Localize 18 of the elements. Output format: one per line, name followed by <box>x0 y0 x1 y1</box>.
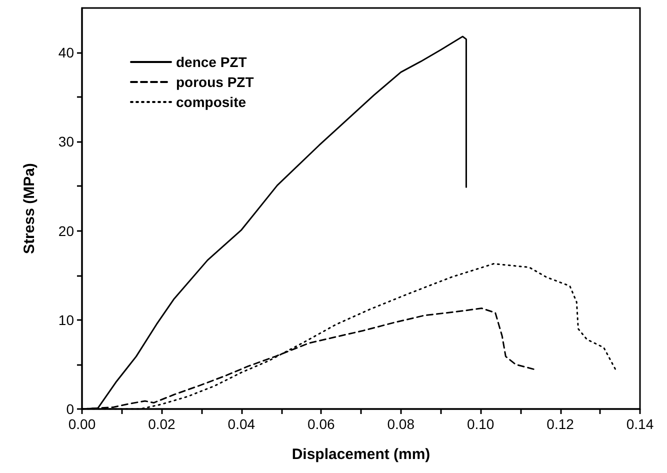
legend-label: dence PZT <box>176 54 248 70</box>
x-tick-label: 0.14 <box>626 416 654 432</box>
y-axis-title: Stress (MPa) <box>21 163 38 254</box>
y-tick-label: 40 <box>58 44 74 61</box>
y-tick-label: 30 <box>58 134 74 150</box>
x-tick-label: 0.12 <box>546 416 574 432</box>
y-tick-label: 20 <box>58 222 74 239</box>
x-tick-label: 0.06 <box>308 416 335 432</box>
x-tick-label: 0.08 <box>387 416 415 432</box>
x-tick-label: 0.04 <box>228 416 256 432</box>
x-tick-label: 0.10 <box>466 416 494 432</box>
x-tick-label: 0.02 <box>148 416 176 432</box>
x-tick-label: 0.00 <box>68 416 96 432</box>
y-tick-label: 10 <box>58 312 74 328</box>
legend-label: composite <box>176 94 246 110</box>
x-axis-title: Displacement (mm) <box>292 446 430 463</box>
legend-label: porous PZT <box>176 74 254 90</box>
y-tick-label: 0 <box>66 401 74 417</box>
